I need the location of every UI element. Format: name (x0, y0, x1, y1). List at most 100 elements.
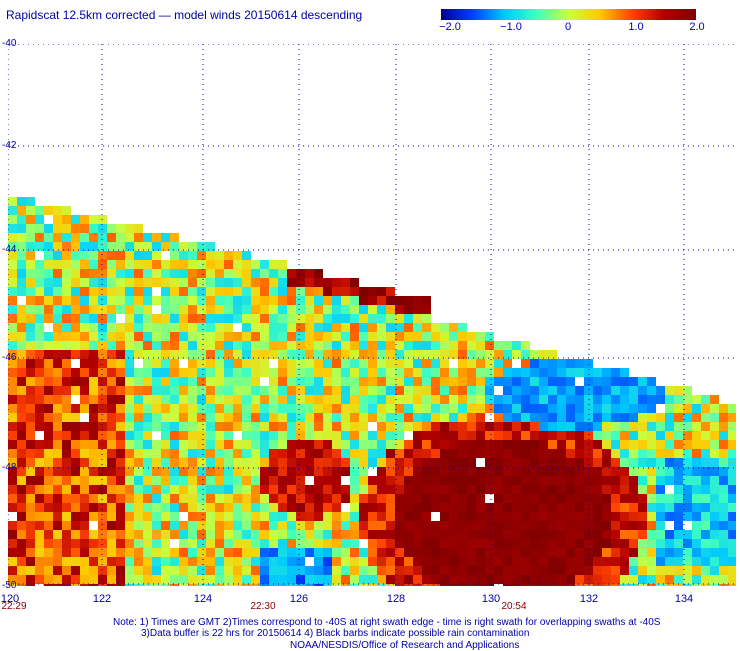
wind-cell (458, 395, 467, 404)
wind-cell (728, 431, 736, 440)
wind-cell (350, 368, 359, 377)
wind-cell (206, 359, 215, 368)
wind-cell (404, 359, 413, 368)
wind-cell (647, 404, 656, 413)
wind-cell (143, 287, 152, 296)
wind-cell (719, 548, 728, 557)
wind-cell (107, 359, 116, 368)
wind-cell (494, 341, 503, 350)
wind-cell (521, 530, 530, 539)
wind-cell (719, 584, 728, 586)
wind-cell (296, 494, 305, 503)
wind-cell (35, 512, 44, 521)
wind-cell (314, 305, 323, 314)
wind-cell (377, 467, 386, 476)
wind-cell (269, 575, 278, 584)
wind-cell (647, 539, 656, 548)
wind-cell (80, 440, 89, 449)
wind-cell (530, 386, 539, 395)
wind-cell (143, 332, 152, 341)
wind-cell (53, 287, 62, 296)
wind-cell (656, 467, 665, 476)
wind-cell (719, 431, 728, 440)
wind-cell (413, 458, 422, 467)
wind-cell (485, 440, 494, 449)
wind-cell (377, 314, 386, 323)
wind-cell (647, 431, 656, 440)
wind-cell (278, 260, 287, 269)
wind-cell (449, 341, 458, 350)
wind-cell (125, 548, 134, 557)
wind-cell (701, 395, 710, 404)
wind-cell (44, 521, 53, 530)
wind-cell (503, 548, 512, 557)
wind-cell (359, 557, 368, 566)
wind-cell (170, 260, 179, 269)
wind-cell (575, 440, 584, 449)
wind-cell (242, 521, 251, 530)
wind-cell (71, 440, 80, 449)
wind-cell (611, 368, 620, 377)
wind-cell (611, 485, 620, 494)
wind-cell (584, 422, 593, 431)
wind-cell (503, 467, 512, 476)
wind-cell (674, 512, 683, 521)
wind-cell (17, 404, 26, 413)
wind-cell (719, 440, 728, 449)
wind-cell (161, 359, 170, 368)
wind-cell (539, 440, 548, 449)
wind-cell (251, 350, 260, 359)
wind-cell (44, 314, 53, 323)
wind-cell (719, 458, 728, 467)
wind-cell (62, 341, 71, 350)
wind-cell (701, 530, 710, 539)
wind-cell (80, 458, 89, 467)
wind-cell (314, 377, 323, 386)
wind-cell (332, 314, 341, 323)
wind-cell (674, 584, 683, 586)
wind-cell (98, 512, 107, 521)
wind-cell (188, 404, 197, 413)
wind-cell (62, 539, 71, 548)
wind-cell (188, 359, 197, 368)
wind-cell (251, 377, 260, 386)
wind-cell (440, 395, 449, 404)
wind-cell (368, 539, 377, 548)
wind-cell (512, 548, 521, 557)
wind-cell (674, 458, 683, 467)
wind-cell (179, 377, 188, 386)
wind-cell (125, 341, 134, 350)
wind-cell (710, 476, 719, 485)
wind-cell (539, 350, 548, 359)
wind-cell (611, 494, 620, 503)
wind-cell (332, 458, 341, 467)
wind-cell (116, 521, 125, 530)
wind-cell (287, 296, 296, 305)
wind-cell (548, 530, 557, 539)
wind-cell (98, 377, 107, 386)
wind-cell (728, 476, 736, 485)
lat-label: -42 (2, 140, 17, 151)
wind-cell (287, 350, 296, 359)
wind-cell (269, 530, 278, 539)
wind-cell (170, 494, 179, 503)
wind-cell (512, 503, 521, 512)
wind-cell (71, 278, 80, 287)
wind-cell (701, 494, 710, 503)
wind-cell (296, 269, 305, 278)
wind-cell (125, 404, 134, 413)
wind-cell (188, 386, 197, 395)
wind-cell (431, 404, 440, 413)
wind-cell (161, 305, 170, 314)
wind-cell (116, 296, 125, 305)
wind-cell (449, 395, 458, 404)
wind-cell (251, 521, 260, 530)
wind-cell (503, 566, 512, 575)
wind-cell (17, 548, 26, 557)
wind-cell (224, 557, 233, 566)
wind-cell (593, 539, 602, 548)
wind-cell (386, 359, 395, 368)
wind-cell (278, 350, 287, 359)
wind-cell (197, 323, 206, 332)
wind-cell (422, 530, 431, 539)
